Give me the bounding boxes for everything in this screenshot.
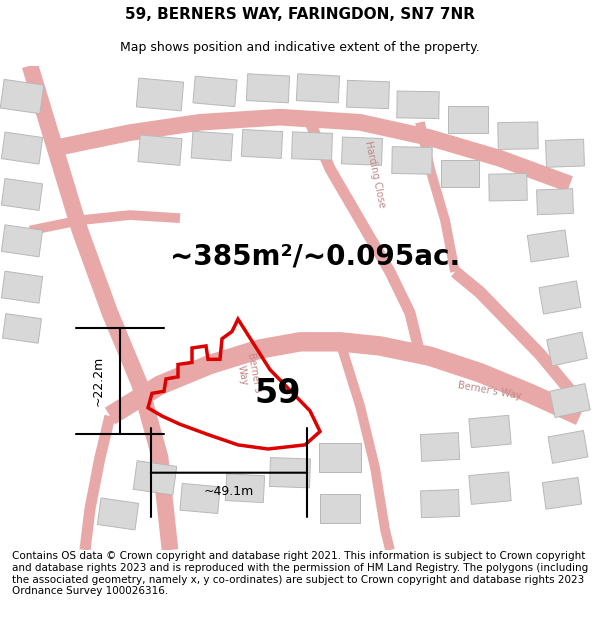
Polygon shape (489, 174, 527, 201)
Polygon shape (191, 131, 233, 161)
Polygon shape (397, 91, 439, 119)
Polygon shape (441, 161, 479, 188)
Polygon shape (226, 474, 265, 502)
Polygon shape (247, 74, 290, 102)
Text: 59, BERNERS WAY, FARINGDON, SN7 7NR: 59, BERNERS WAY, FARINGDON, SN7 7NR (125, 7, 475, 22)
Polygon shape (2, 314, 41, 343)
Polygon shape (180, 483, 220, 514)
Text: 59: 59 (255, 377, 301, 410)
Text: Berner's Way: Berner's Way (457, 380, 523, 401)
Text: Berner's
Way: Berner's Way (234, 353, 262, 397)
Polygon shape (545, 139, 584, 168)
Text: ~22.2m: ~22.2m (91, 356, 104, 406)
Polygon shape (527, 230, 569, 262)
Polygon shape (97, 498, 139, 530)
Text: ~49.1m: ~49.1m (204, 485, 254, 498)
Polygon shape (421, 432, 460, 461)
Polygon shape (469, 472, 511, 504)
Polygon shape (542, 478, 581, 509)
Polygon shape (392, 147, 432, 174)
Polygon shape (347, 81, 389, 109)
Polygon shape (320, 494, 360, 523)
Polygon shape (138, 135, 182, 166)
Polygon shape (0, 79, 44, 114)
Polygon shape (1, 179, 43, 211)
Polygon shape (136, 78, 184, 111)
Polygon shape (241, 129, 283, 158)
Polygon shape (548, 431, 588, 463)
Polygon shape (319, 443, 361, 472)
Polygon shape (1, 132, 43, 164)
Polygon shape (1, 225, 43, 257)
Polygon shape (341, 137, 382, 165)
Polygon shape (269, 458, 310, 488)
Polygon shape (1, 271, 43, 303)
Text: Contains OS data © Crown copyright and database right 2021. This information is : Contains OS data © Crown copyright and d… (12, 551, 588, 596)
Text: Harding Close: Harding Close (363, 139, 387, 208)
Polygon shape (421, 489, 460, 518)
Polygon shape (539, 281, 581, 314)
Polygon shape (550, 384, 590, 418)
Polygon shape (547, 332, 587, 366)
Polygon shape (469, 416, 511, 447)
Text: ~385m²/~0.095ac.: ~385m²/~0.095ac. (170, 242, 460, 270)
Polygon shape (448, 106, 488, 132)
Polygon shape (536, 189, 574, 214)
Polygon shape (193, 76, 237, 107)
Text: Map shows position and indicative extent of the property.: Map shows position and indicative extent… (120, 41, 480, 54)
Polygon shape (498, 122, 538, 149)
Polygon shape (133, 461, 177, 495)
Polygon shape (296, 74, 340, 102)
Polygon shape (292, 132, 332, 160)
